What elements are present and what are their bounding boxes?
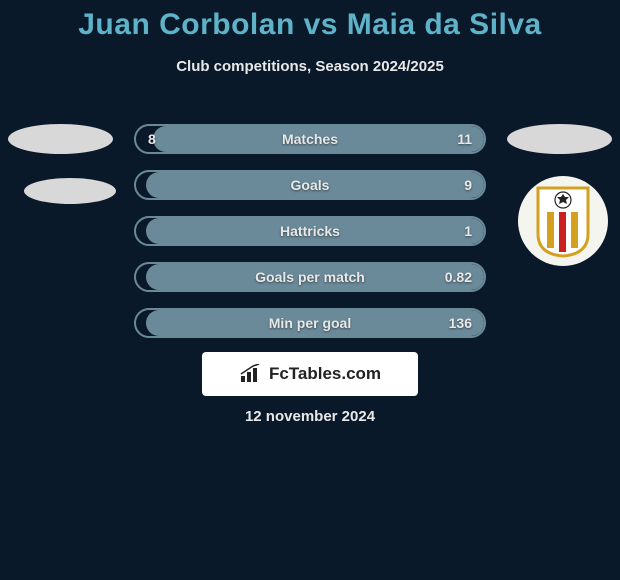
stat-label: Min per goal <box>269 315 351 331</box>
stat-label: Goals per match <box>255 269 365 285</box>
player2-club-badge <box>518 176 608 266</box>
page-title: Juan Corbolan vs Maia da Silva <box>0 0 620 42</box>
stat-right-value: 136 <box>449 315 472 331</box>
bar-chart-icon <box>239 364 263 384</box>
stat-label: Hattricks <box>280 223 340 239</box>
stat-right-value: 1 <box>464 223 472 239</box>
stat-left-value: 8 <box>148 131 156 147</box>
subtitle: Club competitions, Season 2024/2025 <box>0 58 620 75</box>
club-crest-icon <box>534 184 592 258</box>
stat-right-value: 0.82 <box>445 269 472 285</box>
date-label: 12 november 2024 <box>0 408 620 425</box>
player1-avatar-placeholder <box>8 124 113 154</box>
branding-text: FcTables.com <box>269 364 381 384</box>
player1-club-placeholder <box>24 178 116 204</box>
stat-label: Goals <box>291 177 330 193</box>
stat-label: Matches <box>282 131 338 147</box>
stat-right-value: 11 <box>457 131 472 147</box>
stat-row: Goals 9 <box>134 170 486 200</box>
stat-row: Min per goal 136 <box>134 308 486 338</box>
infographic-container: Juan Corbolan vs Maia da Silva Club comp… <box>0 0 620 580</box>
stat-row: 8 Matches 11 <box>134 124 486 154</box>
stat-right-value: 9 <box>464 177 472 193</box>
stat-row: Hattricks 1 <box>134 216 486 246</box>
player2-avatar-placeholder <box>507 124 612 154</box>
stats-block: 8 Matches 11 Goals 9 Hattricks 1 Goals p… <box>134 124 486 354</box>
branding-box: FcTables.com <box>202 352 418 396</box>
stat-row: Goals per match 0.82 <box>134 262 486 292</box>
